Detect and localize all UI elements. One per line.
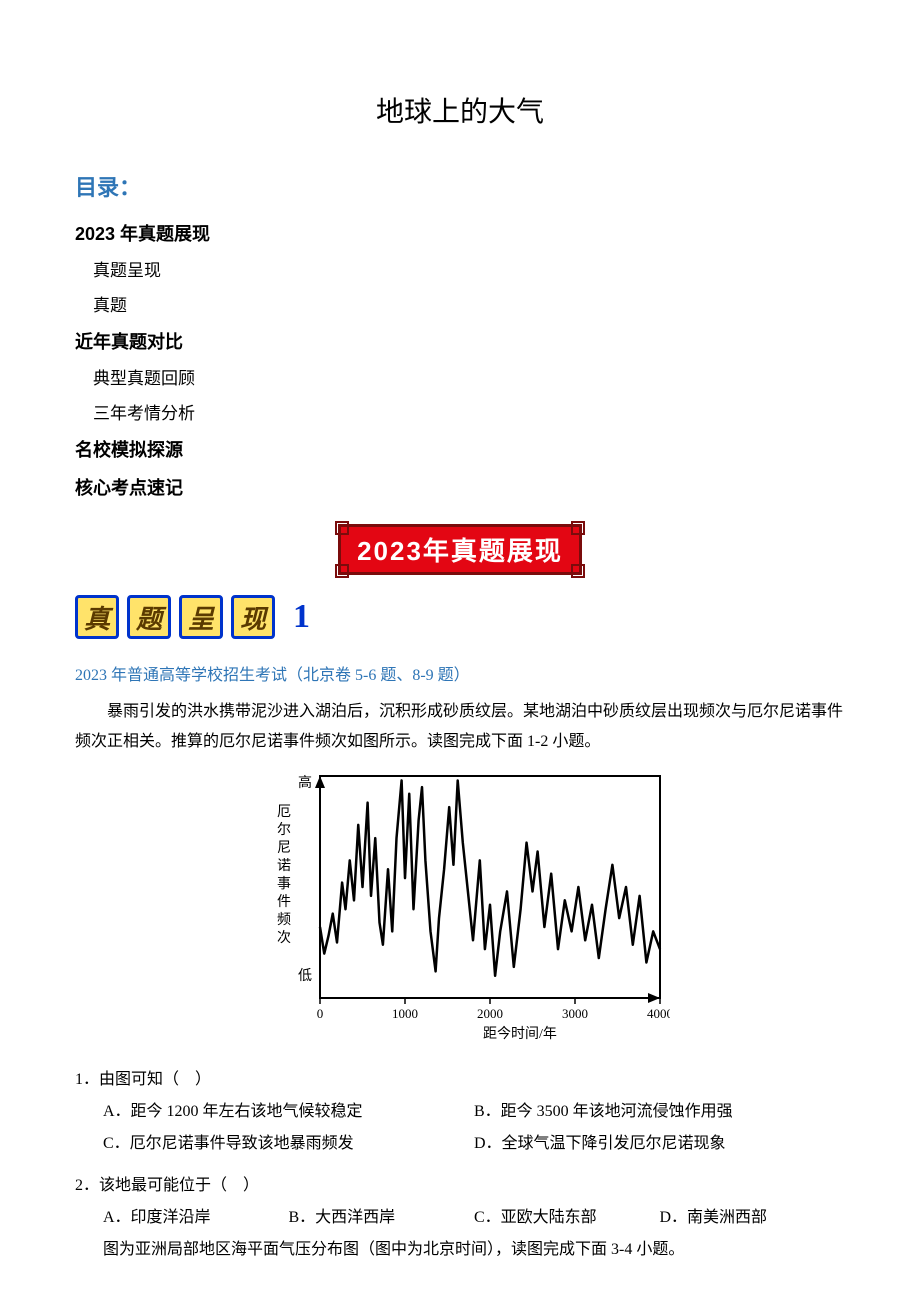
svg-text:4000: 4000: [647, 1006, 670, 1021]
option: A．距今 1200 年左右该地气候较稳定: [103, 1097, 474, 1121]
option: B．大西洋西岸: [289, 1203, 475, 1227]
option: D．南美洲西部: [660, 1203, 846, 1227]
toc-item: 名校模拟探源: [75, 436, 845, 462]
option: B．距今 3500 年该地河流侵蚀作用强: [474, 1097, 845, 1121]
toc-label: 目录：: [75, 170, 845, 202]
toc-item: 近年真题对比: [75, 328, 845, 354]
toc-item: 三年考情分析: [93, 399, 845, 424]
svg-text:尔: 尔: [277, 822, 291, 838]
follow-passage: 图为亚洲局部地区海平面气压分布图（图中为北京时间），读图完成下面 3-4 小题。: [103, 1235, 845, 1265]
passage: 暴雨引发的洪水携带泥沙进入湖泊后，沉积形成砂质纹层。某地湖泊中砂质纹层出现频次与…: [75, 697, 845, 758]
chart-svg: 0 1000 2000 3000 4000 低 高厄尔尼诺事件频次距今时间/年: [250, 766, 670, 1046]
toc-block: 2023 年真题展现 真题呈现 真题 近年真题对比 典型真题回顾 三年考情分析 …: [75, 220, 845, 500]
svg-text:距今时间/年: 距今时间/年: [483, 1026, 557, 1042]
toc-item: 典型真题回顾: [93, 364, 845, 389]
question-options: A．距今 1200 年左右该地气候较稳定 B．距今 3500 年该地河流侵蚀作用…: [103, 1097, 845, 1161]
option: C．亚欧大陆东部: [474, 1203, 660, 1227]
svg-text:事: 事: [277, 876, 291, 892]
option: C．厄尔尼诺事件导致该地暴雨频发: [103, 1129, 474, 1153]
toc-item: 真题: [93, 291, 845, 316]
svg-text:1000: 1000: [392, 1006, 418, 1021]
subheader-char: 呈: [179, 595, 223, 639]
question-stem: 2．该地最可能位于（ ）: [75, 1171, 845, 1195]
toc-item: 核心考点速记: [75, 474, 845, 500]
svg-text:尼: 尼: [277, 841, 291, 856]
svg-text:厄: 厄: [277, 805, 291, 820]
svg-text:2000: 2000: [477, 1006, 503, 1021]
toc-item: 2023 年真题展现: [75, 220, 845, 246]
subheader-char: 现: [231, 595, 275, 639]
svg-text:次: 次: [277, 930, 291, 946]
banner-text: 2023年真题展现: [357, 536, 563, 566]
toc-item: 真题呈现: [93, 256, 845, 281]
question-stem: 1．由图可知（ ）: [75, 1065, 845, 1089]
svg-text:频: 频: [277, 912, 291, 928]
option: D．全球气温下降引发厄尔尼诺现象: [474, 1129, 845, 1153]
page-title: 地球上的大气: [75, 90, 845, 130]
svg-text:件: 件: [277, 894, 291, 910]
svg-text:低: 低: [298, 968, 312, 984]
svg-text:高: 高: [298, 774, 312, 791]
subheader-char: 真: [75, 595, 119, 639]
question-options: A．印度洋沿岸 B．大西洋西岸 C．亚欧大陆东部 D．南美洲西部: [103, 1203, 845, 1235]
svg-text:3000: 3000: [562, 1006, 588, 1021]
svg-text:诺: 诺: [277, 858, 291, 874]
exam-source: 2023 年普通高等学校招生考试（北京卷 5-6 题、8-9 题）: [75, 661, 845, 685]
subheader-char: 题: [127, 595, 171, 639]
subheader: 真 题 呈 现 1: [75, 595, 845, 639]
section-banner: 2023年真题展现: [338, 524, 582, 575]
svg-text:0: 0: [317, 1006, 324, 1021]
elnino-chart: 0 1000 2000 3000 4000 低 高厄尔尼诺事件频次距今时间/年: [250, 766, 670, 1046]
subheader-number: 1: [293, 598, 310, 636]
option: A．印度洋沿岸: [103, 1203, 289, 1227]
